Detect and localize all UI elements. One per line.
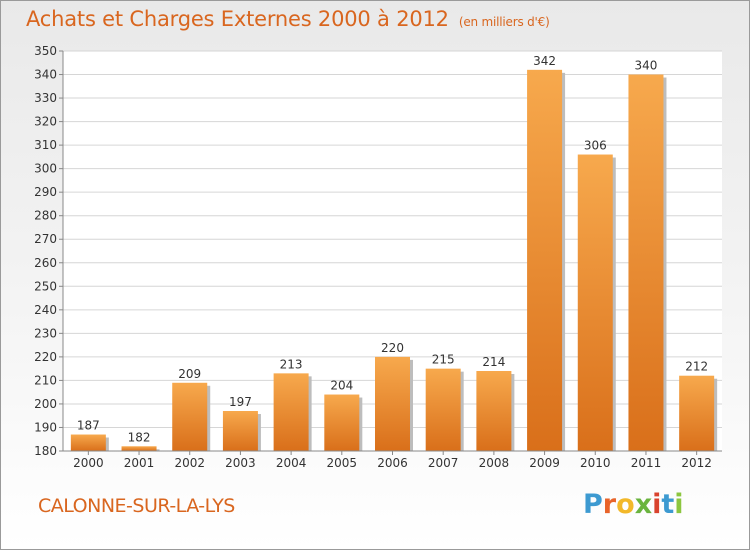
bar-2006 [375, 356, 410, 451]
data-label-2006: 220 [381, 341, 404, 355]
x-tick-label-2000: 2000 [73, 456, 104, 470]
x-tick-label-2012: 2012 [681, 456, 712, 470]
logo-letter: o [616, 489, 635, 520]
x-tick-label-2001: 2001 [124, 456, 155, 470]
y-tick-label: 190 [34, 420, 57, 434]
data-label-2008: 214 [482, 355, 505, 369]
logo-letter: r [602, 489, 617, 520]
x-tick-label-2009: 2009 [529, 456, 560, 470]
commune-name: CALONNE-SUR-LA-LYS [38, 495, 235, 517]
bar-2012 [679, 375, 715, 451]
y-tick-label: 330 [34, 91, 57, 105]
chart-title: Achats et Charges Externes 2000 à 2012 (e… [26, 7, 550, 31]
bar-2000 [70, 434, 106, 451]
bar-2004 [273, 373, 309, 451]
data-label-2009: 342 [533, 54, 556, 68]
data-label-2002: 209 [178, 367, 201, 381]
proxiti-logo: Proxiti [583, 489, 684, 520]
y-tick-label: 210 [34, 373, 57, 387]
data-label-2003: 197 [229, 395, 252, 409]
y-tick-label: 340 [34, 68, 57, 82]
y-tick-label: 260 [34, 256, 57, 270]
x-tick-label-2005: 2005 [327, 456, 358, 470]
data-label-2010: 306 [584, 139, 607, 153]
chart-subtitle: (en milliers d'€) [458, 15, 550, 29]
x-tick-label-2011: 2011 [631, 456, 662, 470]
y-tick-label: 240 [34, 303, 57, 317]
data-label-2005: 204 [330, 379, 353, 393]
x-tick-label-2008: 2008 [479, 456, 510, 470]
bar-2011 [628, 74, 664, 451]
x-tick-label-2010: 2010 [580, 456, 611, 470]
bar-2001 [121, 446, 157, 451]
y-tick-label: 290 [34, 185, 57, 199]
x-tick-label-2003: 2003 [225, 456, 256, 470]
logo-letter: i [652, 489, 662, 520]
logo-letter: x [634, 489, 653, 520]
x-tick-label-2007: 2007 [428, 456, 459, 470]
y-tick-label: 280 [34, 209, 57, 223]
bar-2009 [527, 69, 563, 451]
y-tick-label: 250 [34, 279, 57, 293]
logo-letter: t [661, 489, 675, 520]
y-tick-label: 350 [34, 44, 57, 58]
x-tick-label-2002: 2002 [174, 456, 205, 470]
y-tick-label: 310 [34, 138, 57, 152]
data-label-2012: 212 [685, 360, 708, 374]
bar-2008 [476, 371, 512, 451]
y-tick-label: 180 [34, 444, 57, 458]
bar-2010 [577, 154, 613, 451]
data-label-2001: 182 [128, 430, 151, 444]
data-label-2000: 187 [77, 419, 100, 433]
y-tick-label: 230 [34, 326, 57, 340]
bar-2002 [172, 382, 208, 451]
data-label-2007: 215 [432, 353, 455, 367]
bar-2003 [222, 411, 258, 451]
data-label-2004: 213 [280, 357, 303, 371]
y-tick-label: 320 [34, 115, 57, 129]
chart-title-text: Achats et Charges Externes 2000 à 2012 [26, 7, 449, 31]
x-tick-label-2004: 2004 [276, 456, 307, 470]
bar-2005 [324, 394, 360, 451]
y-tick-label: 200 [34, 397, 57, 411]
y-tick-label: 220 [34, 350, 57, 364]
data-label-2011: 340 [635, 59, 658, 73]
y-tick-label: 270 [34, 232, 57, 246]
bar-2007 [425, 368, 461, 451]
logo-letter: P [583, 489, 603, 520]
logo-letter: i [674, 489, 684, 520]
x-tick-label-2006: 2006 [377, 456, 408, 470]
y-tick-label: 300 [34, 162, 57, 176]
